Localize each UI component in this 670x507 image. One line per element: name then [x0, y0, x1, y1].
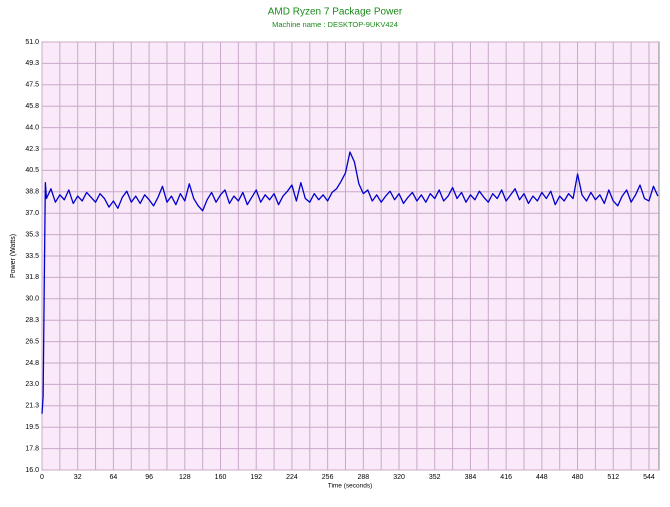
marks	[41, 151, 659, 414]
x-axis-label: Time (seconds)	[328, 483, 373, 490]
x-tick-label: 256	[322, 474, 334, 481]
y-tick-label: 30.0	[25, 296, 39, 303]
y-tick-label: 40.5	[25, 167, 39, 174]
y-tick-label: 21.3	[25, 403, 39, 410]
x-tick-label: 224	[286, 474, 298, 481]
x-tick-label: 512	[607, 474, 619, 481]
y-tick-label: 42.3	[25, 146, 39, 153]
y-tick-label: 24.8	[25, 360, 39, 367]
y-tick-label: 49.3	[25, 60, 39, 67]
y-tick-label: 33.5	[25, 253, 39, 260]
y-tick-label: 26.5	[25, 338, 39, 345]
x-tick-label: 160	[215, 474, 227, 481]
x-tick-label: 384	[465, 474, 477, 481]
y-tick-label: 35.3	[25, 231, 39, 238]
y-tick-label: 51.0	[25, 39, 39, 46]
x-tick-label: 448	[536, 474, 548, 481]
y-tick-label: 23.0	[25, 381, 39, 388]
y-tick-label: 16.0	[25, 467, 39, 474]
y-tick-label: 44.0	[25, 124, 39, 131]
x-tick-label: 192	[250, 474, 262, 481]
x-tick-label: 320	[393, 474, 405, 481]
x-tick-label: 288	[357, 474, 369, 481]
x-tick-label: 352	[429, 474, 441, 481]
y-tick-label: 28.3	[25, 317, 39, 324]
grid	[41, 41, 659, 471]
x-tick-label: 32	[74, 474, 82, 481]
x-tick-label: 480	[572, 474, 584, 481]
y-tick-label: 31.8	[25, 274, 39, 281]
x-tick-label: 544	[643, 474, 655, 481]
chart-subtitle: Machine name : DESKTOP-9UKV424	[272, 20, 398, 29]
y-tick-label: 38.8	[25, 189, 39, 196]
data-line	[41, 151, 659, 414]
chart-title: AMD Ryzen 7 Package Power	[268, 7, 403, 18]
x-tick-label: 96	[145, 474, 153, 481]
y-axis-label: Power (Watts)	[10, 234, 17, 278]
x-tick-label: 416	[500, 474, 512, 481]
x-tick-label: 64	[110, 474, 118, 481]
y-tick-label: 37.0	[25, 210, 39, 217]
y-tick-label: 19.5	[25, 424, 39, 431]
x-tick-label: 0	[40, 474, 44, 481]
x-tick-label: 128	[179, 474, 191, 481]
y-tick-label: 47.5	[25, 82, 39, 89]
y-tick-label: 45.8	[25, 103, 39, 110]
y-tick-label: 17.8	[25, 445, 39, 452]
